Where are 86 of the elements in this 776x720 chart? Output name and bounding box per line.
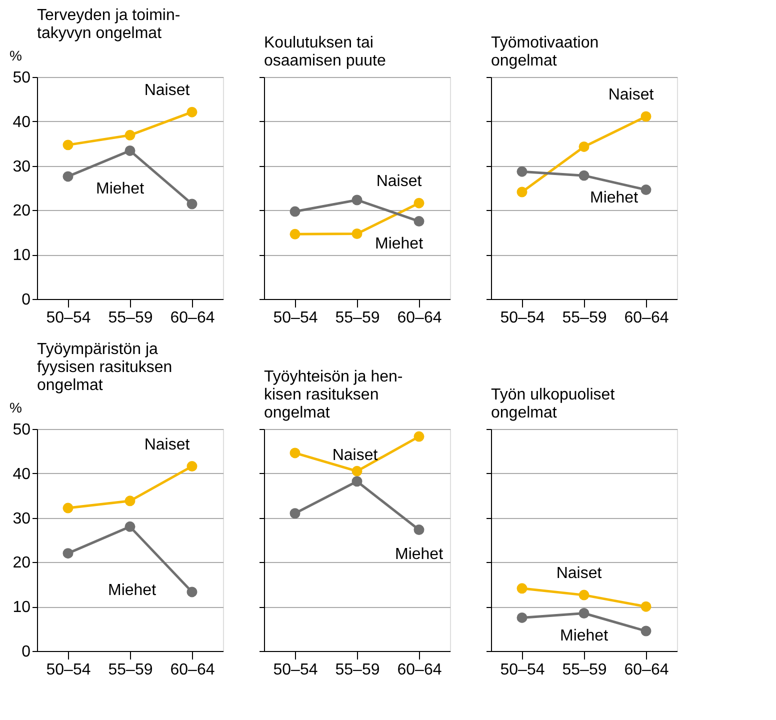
x-tick-label: 50–54 <box>500 310 545 326</box>
series-label: Miehet <box>108 582 157 599</box>
series-label: Naiset <box>144 436 190 454</box>
x-tick-label: 60–64 <box>397 310 442 326</box>
point <box>516 186 528 198</box>
point <box>124 130 136 140</box>
x-tick-label: 60–64 <box>624 310 669 326</box>
y-tick-label: 0 <box>22 644 31 660</box>
point <box>578 141 590 152</box>
x-tick-label: 60–64 <box>397 662 442 678</box>
point <box>640 111 652 122</box>
chart-title: Työyhteisön ja hen- kisen rasituksen ongelmat <box>264 368 403 422</box>
point <box>124 145 136 156</box>
point <box>578 590 590 600</box>
x-tick-label: 55–59 <box>562 310 607 326</box>
x-tick-label: 60–64 <box>170 310 215 326</box>
point <box>62 140 74 150</box>
point <box>640 184 652 196</box>
point <box>186 106 198 118</box>
y-tick-label: 10 <box>12 247 31 264</box>
point <box>62 171 74 182</box>
x-tick-label: 50–54 <box>46 662 91 678</box>
series-label: Miehet <box>394 546 444 563</box>
y-tick-label: 0 <box>22 292 31 308</box>
point <box>186 198 198 210</box>
series-label: Naiset <box>332 447 378 464</box>
x-tick-label: 55–59 <box>335 662 380 678</box>
y-tick-label: 40 <box>12 466 31 483</box>
point <box>516 166 528 177</box>
point <box>352 228 362 239</box>
series-label: Miehet <box>590 190 639 207</box>
x-tick-label: 55–59 <box>108 662 153 678</box>
x-tick-label: 55–59 <box>562 662 607 678</box>
point <box>124 521 136 532</box>
y-tick-label: 20 <box>12 554 31 572</box>
y-tick-label: 40 <box>12 114 31 131</box>
point <box>352 466 362 476</box>
y-tick-label: 10 <box>12 599 31 616</box>
point <box>414 524 424 536</box>
point <box>516 583 528 594</box>
series-label: Naiset <box>608 86 654 104</box>
chart-title: Koulutuksen tai osaamisen puute <box>264 34 386 70</box>
x-tick-label: 50–54 <box>273 310 318 326</box>
x-tick-label: 55–59 <box>108 310 153 326</box>
y-tick-label: 50 <box>12 70 31 86</box>
x-tick-label: 50–54 <box>273 662 318 678</box>
point <box>414 216 424 227</box>
point <box>290 508 300 519</box>
point <box>62 502 74 514</box>
x-tick-label: 60–64 <box>624 662 669 678</box>
series-label: Naiset <box>376 173 422 190</box>
chart-title: Terveyden ja toimin- takyvyn ongelmat <box>37 7 180 42</box>
point <box>578 170 590 181</box>
y-tick-label: 20 <box>12 202 31 220</box>
point <box>640 601 652 612</box>
point <box>290 228 300 240</box>
y-tick-label: 30 <box>12 158 31 176</box>
x-tick-label: 60–64 <box>170 662 215 678</box>
x-tick-label: 50–54 <box>46 310 91 326</box>
series-label: Miehet <box>374 235 424 252</box>
y-tick-label: 50 <box>12 422 31 438</box>
y-axis-title: % <box>10 400 22 416</box>
point <box>290 206 300 217</box>
series-label: Miehet <box>96 180 145 198</box>
chart-title: Työympäristön ja fyysisen rasituksen ongelmat <box>37 341 172 394</box>
x-tick-label: 50–54 <box>500 662 545 678</box>
point <box>62 548 74 559</box>
y-axis-title: % <box>10 48 22 64</box>
chart-title: Työn ulkopuoliset ongelmat <box>491 386 616 422</box>
series-label: Naiset <box>144 82 190 100</box>
series-label: Miehet <box>560 627 609 644</box>
chart-title: Työmotivaation ongelmat <box>491 34 599 70</box>
point <box>640 626 652 636</box>
y-tick-label: 30 <box>12 510 31 528</box>
series-label: Naiset <box>556 565 602 582</box>
point <box>578 608 590 618</box>
point <box>414 198 424 208</box>
point <box>186 586 198 598</box>
point <box>186 461 198 472</box>
point <box>124 496 136 506</box>
point <box>516 612 528 623</box>
point <box>352 476 362 487</box>
point <box>352 194 362 206</box>
point <box>414 431 424 442</box>
point <box>290 448 300 458</box>
x-tick-label: 55–59 <box>335 310 380 326</box>
